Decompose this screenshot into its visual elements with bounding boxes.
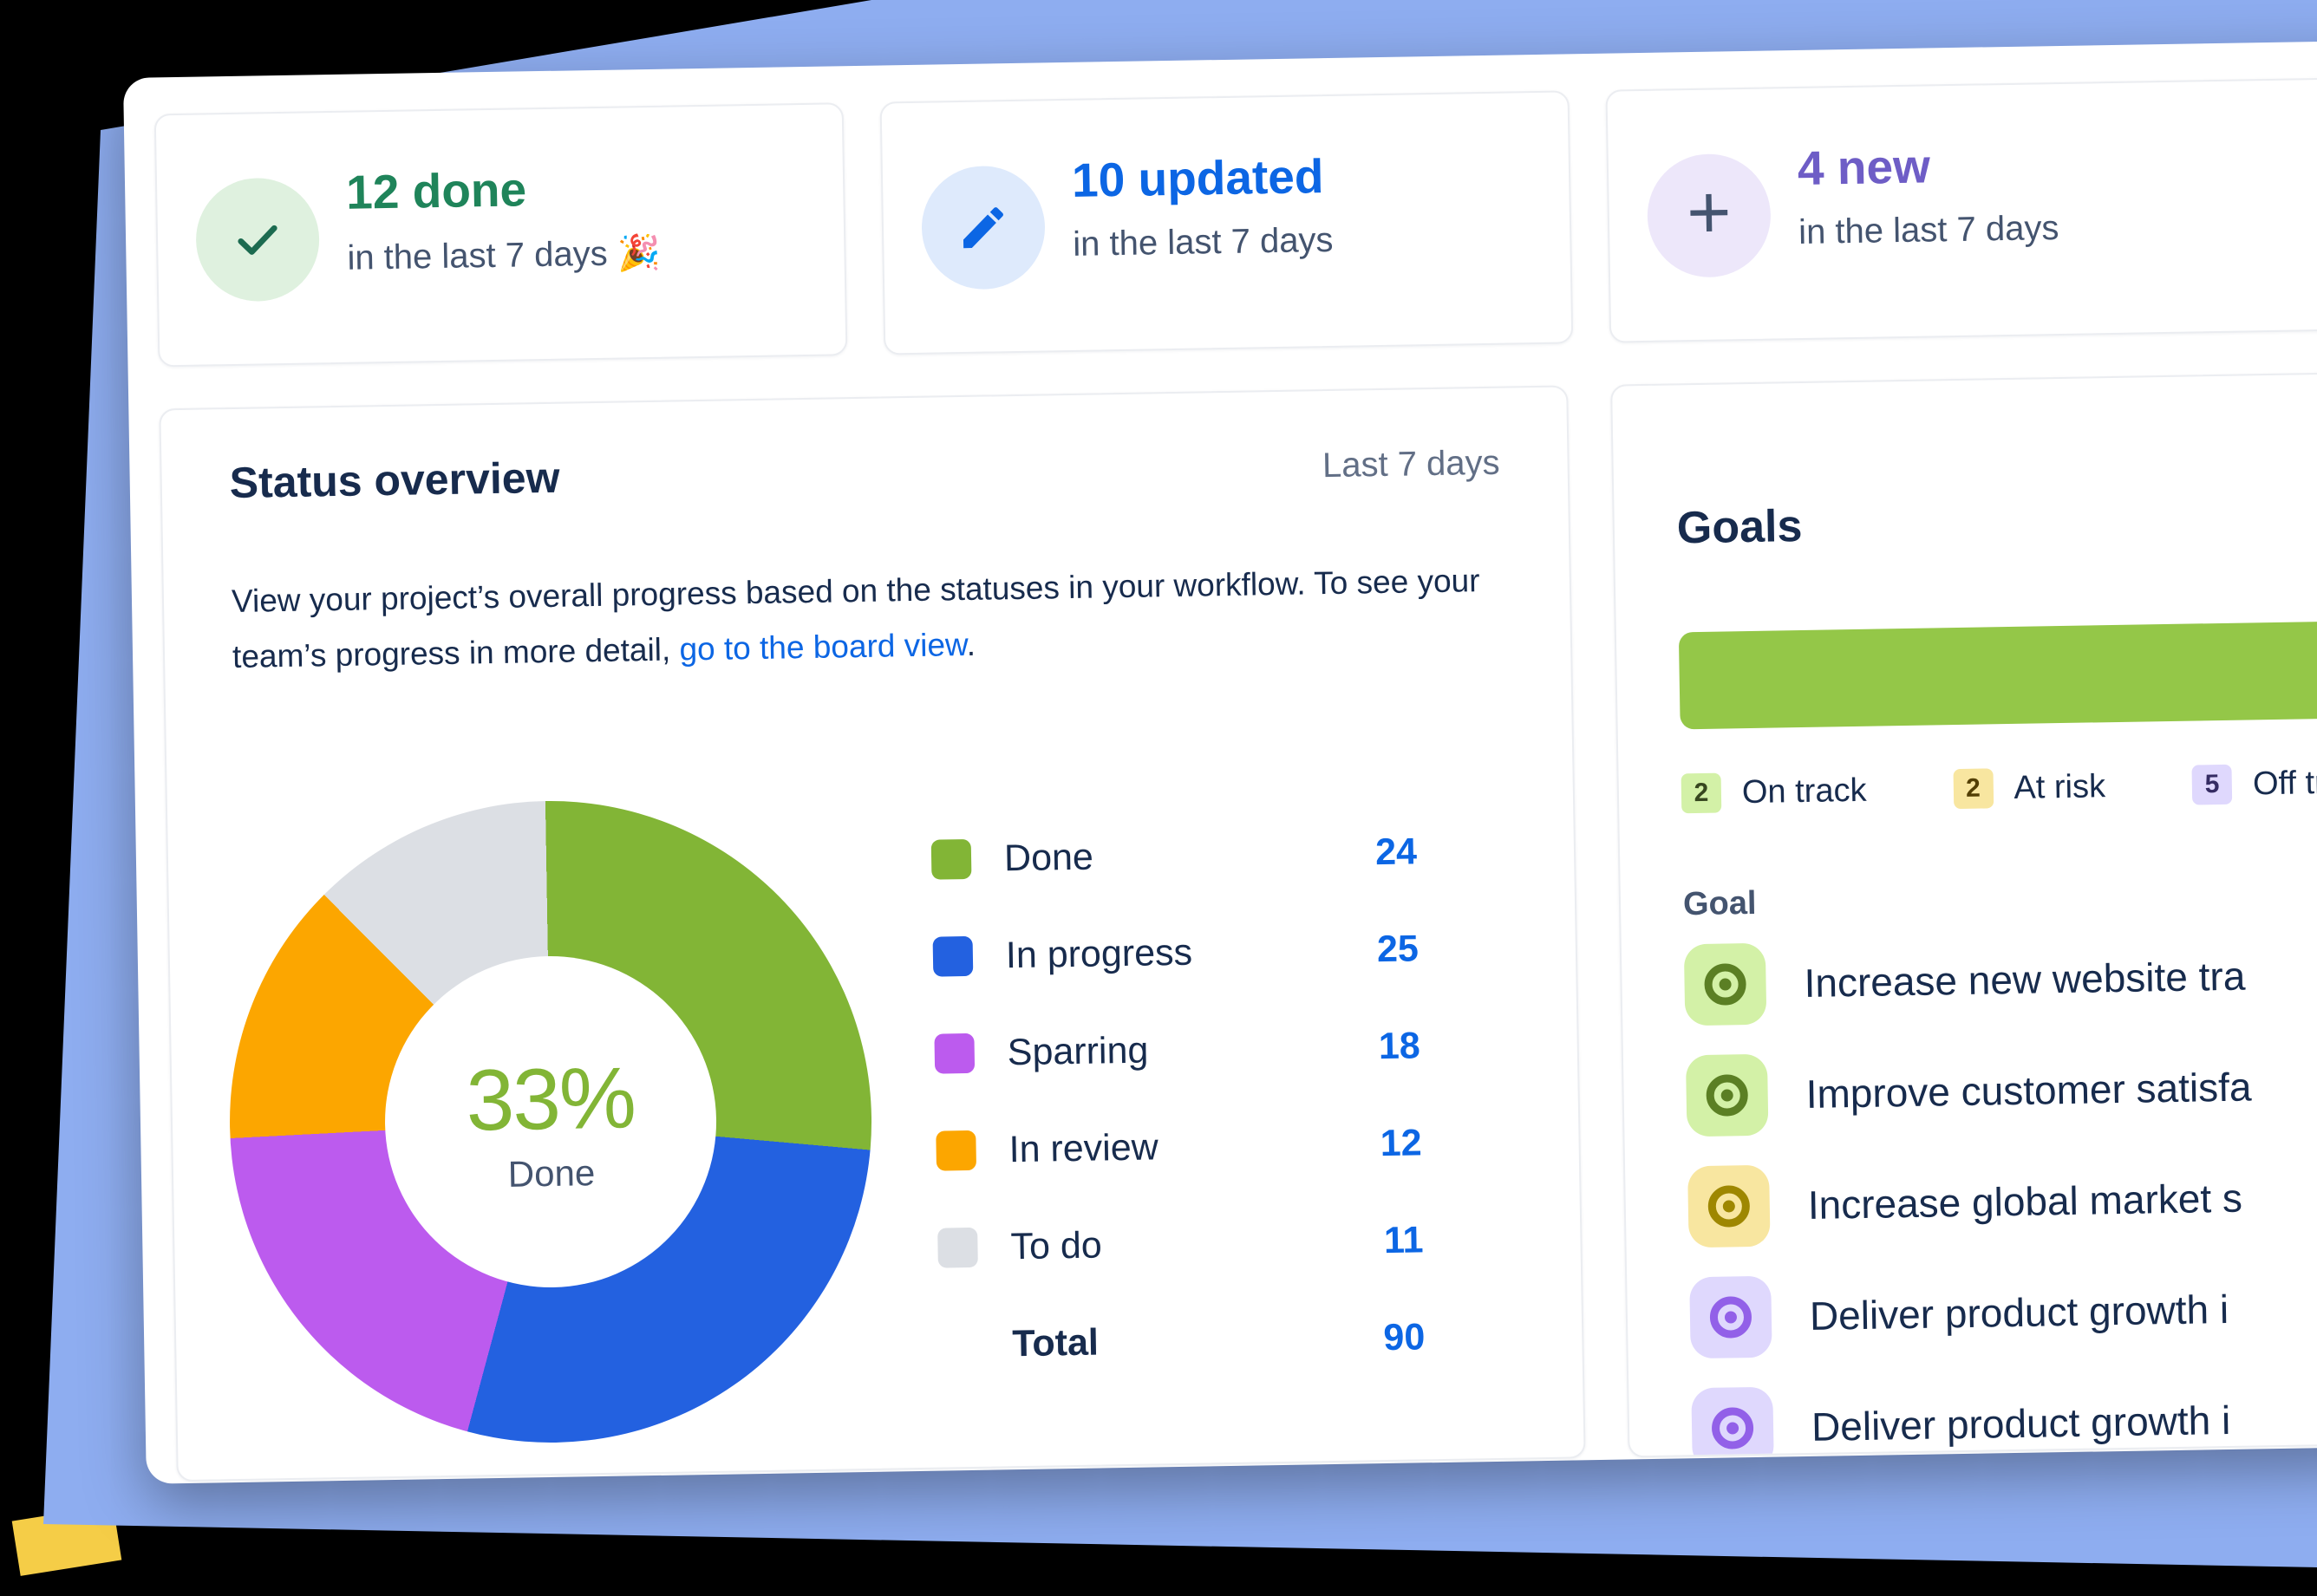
goals-legend-on-track: 2 On track	[1681, 771, 1867, 814]
target-icon	[1685, 1053, 1769, 1137]
legend-value: 12	[1380, 1121, 1422, 1164]
legend-total-value: 90	[1383, 1315, 1426, 1358]
goal-row-2[interactable]: Improve customer satisfa	[1685, 1041, 2317, 1137]
pencil-icon	[920, 165, 1047, 290]
plus-icon: +	[1646, 153, 1772, 278]
status-overview-description: View your project’s overall progress bas…	[232, 553, 1499, 684]
legend-swatch-in-progress	[932, 935, 974, 977]
stat-card-done: 12 done in the last 7 days 🎉	[153, 102, 848, 368]
at-risk-count-badge: 2	[1953, 768, 1994, 810]
legend-swatch-in-review	[936, 1130, 977, 1171]
goals-legend-off-track: 5 Off track	[2191, 762, 2317, 805]
legend-label: Sparring	[1007, 1029, 1149, 1073]
donut-center: 33% Done	[382, 953, 720, 1291]
check-icon	[194, 177, 321, 303]
on-track-count-badge: 2	[1681, 772, 1722, 814]
legend-value: 25	[1376, 927, 1420, 970]
legend-value: 24	[1374, 830, 1418, 873]
goal-label: Increase global market s	[1807, 1175, 2243, 1228]
description-period: .	[966, 626, 976, 662]
dashboard-panel: 12 done in the last 7 days 🎉 10 updated …	[123, 40, 2317, 1484]
off-track-count-badge: 5	[2191, 764, 2233, 805]
legend-row-total: Total 90	[939, 1313, 1426, 1369]
at-risk-label: At risk	[2014, 767, 2106, 806]
goal-row-1[interactable]: Increase new website tra	[1683, 930, 2317, 1026]
stat-subtitle-updated: in the last 7 days	[1072, 220, 1334, 264]
goal-label: Improve customer satisfa	[1805, 1064, 2252, 1117]
target-icon	[1687, 1164, 1771, 1248]
legend-value: 18	[1378, 1024, 1421, 1067]
goal-column-header: Goal	[1682, 884, 1757, 923]
target-icon	[1691, 1386, 1774, 1458]
legend-row-done: Done 24	[930, 827, 1418, 883]
period-label: Last 7 days	[1322, 443, 1500, 485]
stat-title-done: 12 done	[345, 162, 527, 219]
legend-swatch-done	[930, 838, 972, 880]
donut-chart: 33% Done	[224, 795, 878, 1449]
stat-subtitle-new: in the last 7 days	[1798, 209, 2059, 251]
target-icon	[1683, 942, 1767, 1026]
stat-card-new: + 4 new in the last 7 days	[1605, 77, 2317, 343]
stat-card-updated: 10 updated in the last 7 days	[879, 90, 1574, 355]
target-icon	[1689, 1275, 1772, 1359]
goal-label: Deliver product growth i	[1809, 1286, 2229, 1339]
status-overview-card: Status overview Last 7 days View your pr…	[159, 385, 1586, 1482]
goals-progress-bar	[1678, 620, 2317, 730]
legend-row-sparring: Sparring 18	[934, 1021, 1420, 1078]
stat-title-new: 4 new	[1797, 139, 1931, 195]
legend-label: To do	[1010, 1223, 1103, 1267]
stat-subtitle-done: in the last 7 days 🎉	[347, 233, 661, 277]
status-overview-title: Status overview	[229, 453, 560, 508]
legend-swatch-to-do	[937, 1227, 978, 1268]
legend-row-in-progress: In progress 25	[932, 924, 1419, 980]
goals-status-legend: 2 On track 2 At risk 5 Off track	[1681, 762, 2317, 814]
off-track-label: Off track	[2252, 763, 2317, 802]
legend-label: Done	[1003, 836, 1094, 879]
legend-label: In progress	[1005, 931, 1193, 976]
goal-row-3[interactable]: Increase global market s	[1687, 1152, 2317, 1248]
donut-percent-value: 33%	[465, 1048, 636, 1150]
goal-label: Deliver product growth i	[1811, 1397, 2231, 1449]
legend-row-to-do: To do 11	[937, 1215, 1424, 1272]
on-track-label: On track	[1741, 772, 1867, 811]
goal-row-5[interactable]: Deliver product growth i	[1691, 1374, 2317, 1458]
goal-label: Increase new website tra	[1804, 953, 2246, 1006]
goals-title: Goals	[1676, 500, 1803, 554]
goals-legend-at-risk: 2 At risk	[1953, 766, 2106, 810]
stat-title-updated: 10 updated	[1071, 149, 1324, 207]
legend-swatch-sparring	[934, 1033, 976, 1074]
legend-total-label: Total	[1011, 1321, 1100, 1365]
board-view-link[interactable]: go to the board view	[679, 626, 967, 668]
legend-value: 11	[1383, 1218, 1424, 1261]
goals-card: Goals 2 On track 2 At risk 5 Off track G…	[1610, 372, 2317, 1458]
legend-row-in-review: In review 12	[936, 1118, 1422, 1175]
goal-row-4[interactable]: Deliver product growth i	[1689, 1263, 2317, 1359]
donut-center-label: Done	[507, 1151, 596, 1195]
legend-label: In review	[1008, 1125, 1159, 1170]
status-legend: Done 24 In progress 25 Sparring 18 In re…	[930, 827, 1426, 1417]
